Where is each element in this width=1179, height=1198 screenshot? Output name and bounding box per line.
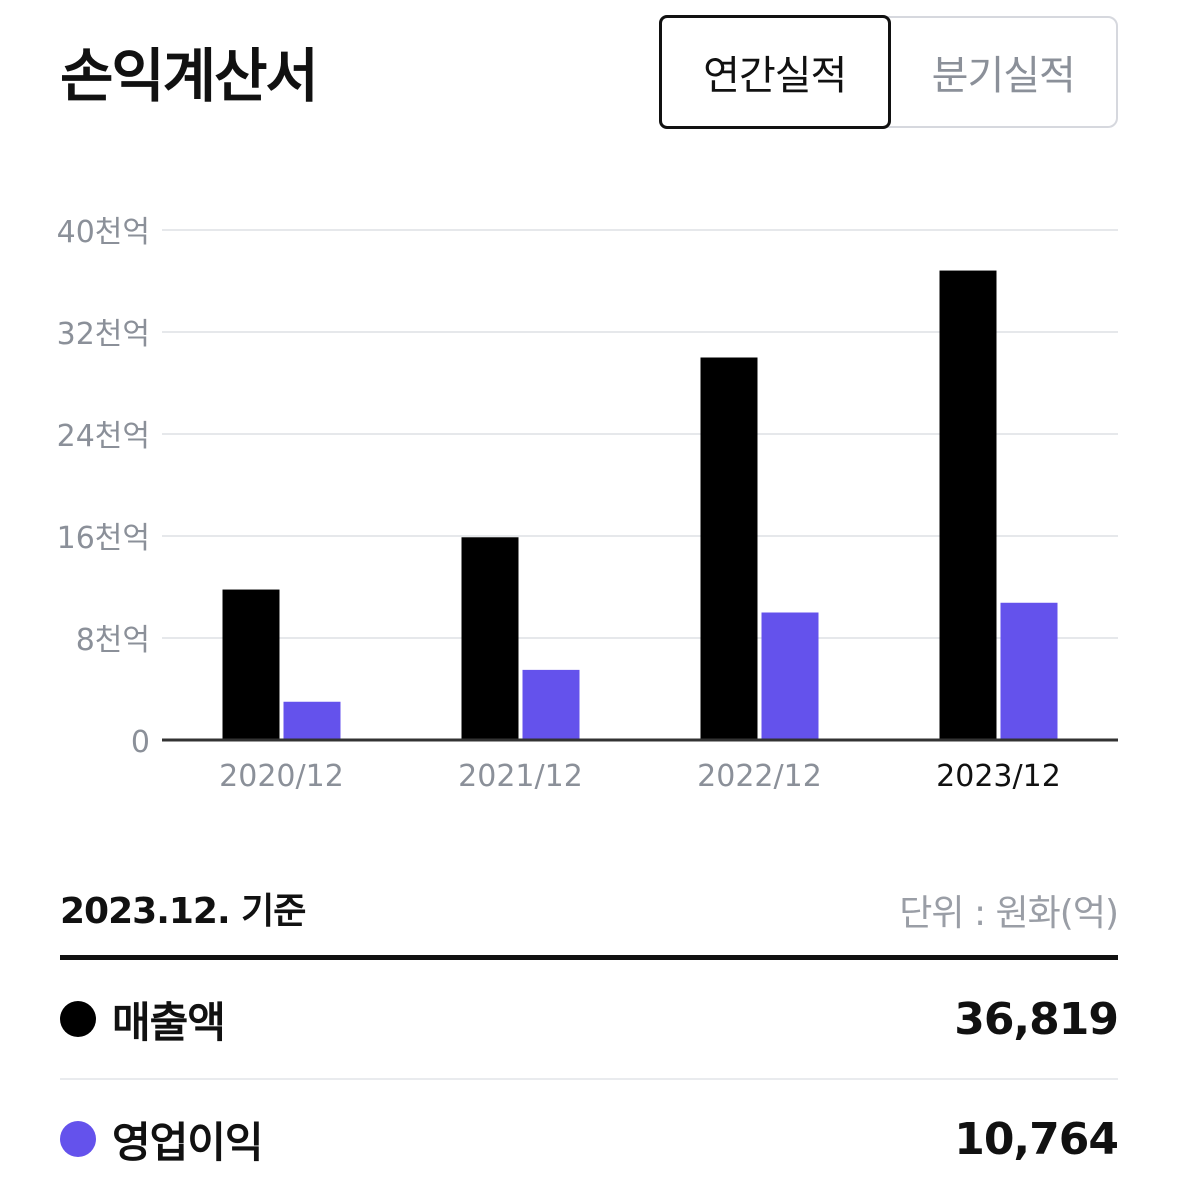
operating-income-value: 10,764 — [954, 1113, 1119, 1165]
divider — [60, 955, 1118, 960]
bar-operating-income — [761, 612, 819, 740]
x-tick-label: 2023/12 — [936, 759, 1061, 794]
y-tick-label: 40천억 — [57, 215, 150, 250]
income-bar-chart: 0 8천억 16천억 24천억 32천억 40천억 2020/12 2021/12 2022/1… — [57, 215, 1118, 794]
x-tick-label: 2021/12 — [458, 759, 583, 794]
period-toggle: 연간실적 분기실적 — [659, 15, 1118, 129]
bar-revenue — [700, 357, 758, 740]
revenue-value: 36,819 — [954, 993, 1119, 1045]
bar-revenue — [222, 589, 280, 740]
summary-row-operating-income: 영업이익 10,764 — [60, 1080, 1119, 1198]
y-tick-label: 24천억 — [57, 419, 150, 454]
y-tick-label: 16천억 — [57, 521, 150, 556]
operating-income-label: 영업이익 — [112, 1117, 264, 1167]
bar-operating-income — [283, 701, 341, 740]
tab-annual[interactable]: 연간실적 — [659, 15, 891, 129]
page-title: 손익계산서 — [60, 42, 319, 110]
unit-label: 단위 : 원화(억) — [899, 893, 1119, 934]
summary-row-revenue: 매출액 36,819 — [60, 960, 1119, 1080]
bar-operating-income — [1000, 602, 1058, 740]
legend-dot-revenue — [60, 1001, 96, 1037]
tab-quarterly[interactable]: 분기실적 — [931, 53, 1076, 99]
x-tick-label: 2022/12 — [697, 759, 822, 794]
y-tick-label: 32천억 — [57, 317, 150, 352]
y-tick-label: 8천억 — [76, 623, 150, 658]
x-tick-label: 2020/12 — [219, 759, 344, 794]
basis-date: 2023.12. 기준 — [60, 891, 306, 932]
bar-operating-income — [522, 669, 580, 740]
y-tick-label: 0 — [131, 725, 150, 760]
legend-dot-operating-income — [60, 1121, 96, 1157]
bar-revenue — [461, 537, 519, 740]
revenue-label: 매출액 — [112, 997, 226, 1047]
bar-revenue — [939, 270, 997, 740]
